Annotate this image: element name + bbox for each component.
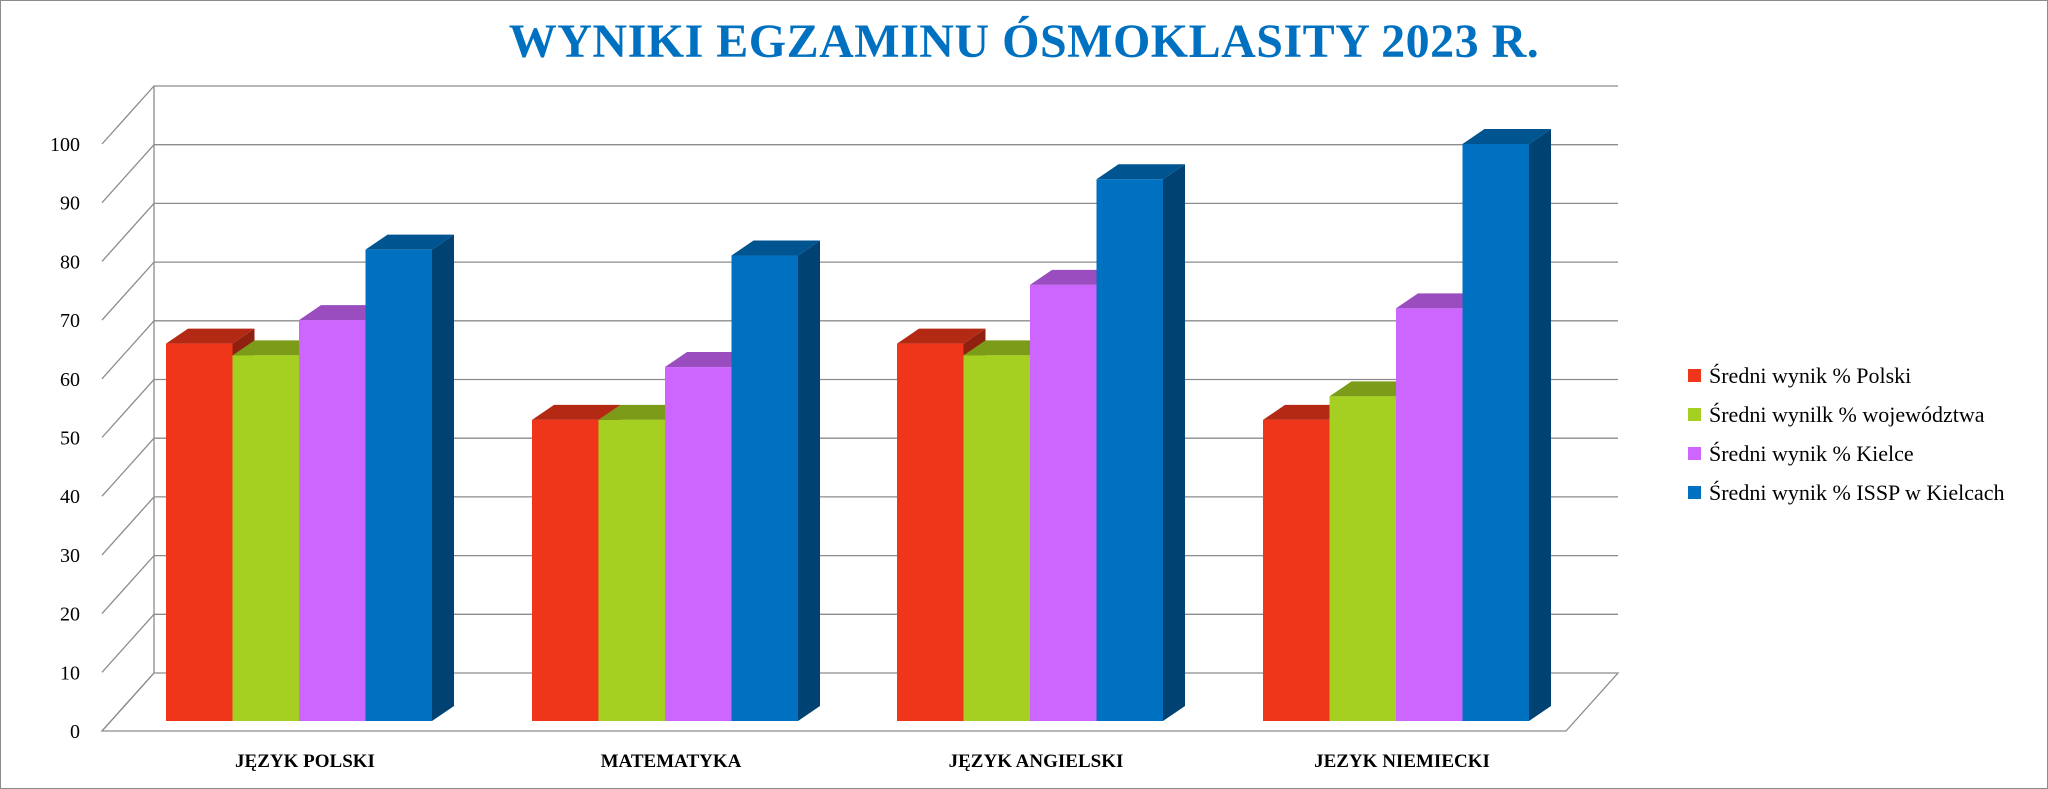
x-tick-label: JĘZYK POLSKI (235, 751, 375, 772)
bar-top (232, 340, 321, 356)
bar-top (532, 404, 621, 420)
bar-top (1030, 269, 1119, 285)
bar-top (166, 328, 255, 344)
y-tick-label: 0 (70, 721, 80, 743)
x-tick-label: MATEMATYKA (601, 751, 742, 772)
bar (665, 367, 732, 721)
bar-top (731, 240, 820, 256)
legend-swatch (1688, 408, 1701, 421)
y-tick-label: 60 (60, 369, 80, 391)
bar-top (1396, 293, 1485, 309)
bar (232, 355, 299, 721)
x-tick-label: JEZYK NIEMIECKI (1314, 751, 1490, 772)
y-tick-label: 100 (50, 134, 80, 156)
legend-item-issp: Średni wynik % ISSP w Kielcach (1688, 473, 2005, 512)
y-tick-label: 20 (60, 604, 80, 626)
bar (1263, 419, 1330, 721)
gridline (101, 85, 1618, 145)
bar-side (1163, 164, 1185, 722)
bar (598, 419, 665, 721)
x-tick-label: JĘZYK ANGIELSKI (949, 751, 1124, 772)
bar (365, 249, 432, 721)
y-tick-label: 40 (60, 486, 80, 508)
gridline (101, 202, 1618, 262)
bar-top (1096, 164, 1185, 180)
bar (963, 355, 1030, 721)
bar-top (963, 340, 1052, 356)
legend-swatch (1688, 447, 1701, 460)
bar (299, 320, 366, 721)
bar (731, 255, 798, 721)
bar-top (598, 404, 687, 420)
y-tick-label: 30 (60, 545, 80, 567)
y-tick-label: 50 (60, 428, 80, 450)
y-tick-label: 70 (60, 310, 80, 332)
bar-top (299, 305, 388, 321)
chart-title: WYNIKI EGZAMINU ÓSMOKLASITY 2023 R. (508, 15, 1540, 68)
bar-top (897, 328, 986, 344)
legend-swatch (1688, 369, 1701, 382)
bar (1396, 308, 1463, 721)
bar (897, 343, 964, 721)
legend-item-kielce: Średni wynik % Kielce (1688, 434, 2005, 473)
y-tick-label: 90 (60, 193, 80, 215)
legend-label: Średni wynik % Kielce (1709, 440, 1914, 466)
y-tick-label: 10 (60, 662, 80, 684)
bar (166, 343, 233, 721)
bar (532, 419, 599, 721)
legend-item-polski: Średni wynik % Polski (1688, 356, 2005, 395)
legend-label: Średni wynik % ISSP w Kielcach (1709, 479, 2005, 505)
bar (1096, 179, 1163, 722)
bar (1030, 284, 1097, 721)
bar-side (432, 234, 454, 721)
legend-swatch (1688, 486, 1701, 499)
legend-label: Średni wynilk % województwa (1709, 401, 1985, 427)
bar (1462, 144, 1529, 721)
legend-label: Średni wynik % Polski (1709, 362, 1912, 388)
bar-top (665, 352, 754, 368)
bar-top (1329, 381, 1418, 397)
legend: Średni wynik % Polski Średni wynilk % wo… (1688, 356, 2005, 512)
bar-side (1529, 129, 1551, 721)
bar (1329, 396, 1396, 721)
bar-side (798, 240, 820, 721)
floor-left-edge (101, 672, 155, 732)
bar-top (1263, 404, 1352, 420)
y-tick-label: 80 (60, 251, 80, 273)
gridline (101, 144, 1618, 204)
bar-top (1462, 129, 1551, 144)
legend-item-wojewodztwo: Średni wynilk % województwa (1688, 395, 2005, 434)
bar-top (365, 234, 454, 250)
